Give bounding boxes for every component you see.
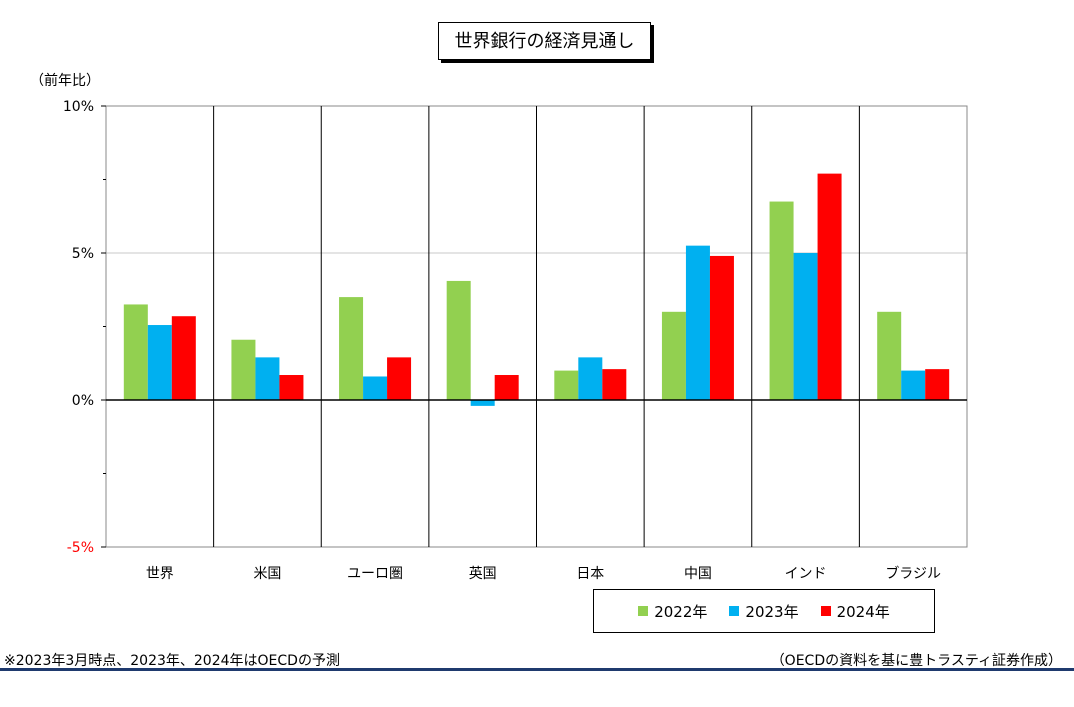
bar: [123, 304, 148, 400]
bar: [685, 245, 710, 400]
category-label: 米国: [253, 566, 281, 582]
category-label: インド: [785, 566, 827, 582]
bar: [387, 357, 412, 400]
bar: [901, 370, 926, 400]
y-tick-label: 10%: [63, 99, 94, 115]
legend-swatch-2022: [638, 606, 649, 616]
legend-swatch-2023: [729, 606, 740, 616]
bar: [602, 369, 627, 400]
bar: [925, 369, 950, 400]
legend-item-2022: 2022年: [638, 601, 707, 622]
category-label: ブラジル: [885, 565, 941, 582]
bar: [446, 280, 471, 400]
category-label: 世界: [146, 566, 174, 582]
category-label: 中国: [684, 566, 712, 582]
bar: [255, 357, 280, 400]
y-tick-label: -5%: [67, 540, 94, 556]
y-axis-unit-label: （前年比）: [30, 73, 100, 89]
bar: [709, 255, 734, 400]
bar: [339, 297, 364, 400]
chart-title: 世界銀行の経済見通し: [438, 22, 651, 60]
bar: [554, 370, 579, 400]
legend-swatch-2024: [820, 606, 831, 616]
bar: [147, 325, 172, 400]
bar: [661, 311, 686, 400]
bottom-divider: [0, 668, 1074, 671]
bar: [494, 375, 519, 400]
bar: [769, 201, 794, 400]
bar: [578, 357, 603, 400]
legend-label-2023: 2023年: [745, 602, 799, 621]
footnote-left: ※2023年3月時点、2023年、2024年はOECDの予測: [4, 653, 340, 669]
category-label: ユーロ圏: [347, 566, 403, 582]
bar: [171, 316, 196, 400]
y-tick-label: 0%: [72, 393, 94, 409]
footnote-source: （OECDの資料を基に豊トラスティ証券作成）: [770, 653, 1062, 669]
y-tick-label: 5%: [72, 246, 94, 262]
legend-label-2024: 2024年: [836, 602, 890, 621]
bar: [817, 173, 842, 400]
category-label: 日本: [576, 566, 604, 582]
legend-item-2023: 2023年: [729, 601, 799, 622]
bar: [793, 253, 818, 400]
legend-item-2024: 2024年: [820, 601, 890, 622]
category-label: 英国: [469, 565, 497, 582]
bar: [279, 375, 304, 400]
bar: [231, 339, 256, 400]
bar: [363, 376, 388, 400]
bar: [470, 400, 495, 406]
legend: 2022年 2023年 2024年: [593, 589, 935, 633]
legend-label-2022: 2022年: [654, 602, 708, 621]
bar: [877, 311, 902, 400]
